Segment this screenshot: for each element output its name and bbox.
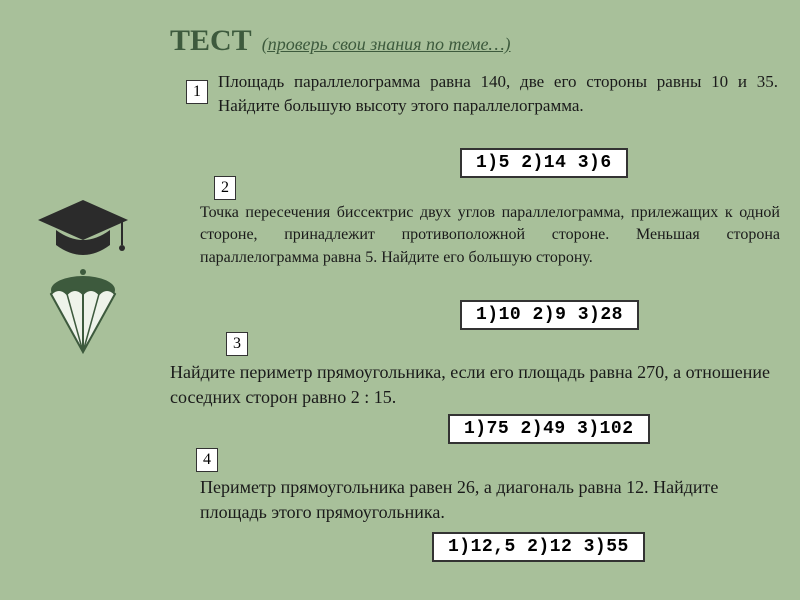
question-number-3: 3 bbox=[226, 332, 248, 356]
question-2-text: Точка пересечения биссектрис двух углов … bbox=[200, 202, 780, 269]
question-4-text: Периметр прямоугольника равен 26, а диаг… bbox=[200, 475, 780, 525]
question-number-1: 1 bbox=[186, 80, 208, 104]
answers-1[interactable]: 1)5 2)14 3)6 bbox=[460, 148, 628, 178]
question-number-4: 4 bbox=[196, 448, 218, 472]
title-main: ТЕСТ bbox=[170, 24, 252, 57]
question-3-text: Найдите периметр прямоугольника, если ег… bbox=[170, 360, 780, 410]
title-subtitle: (проверь свои знания по теме…) bbox=[262, 34, 511, 54]
question-number-2: 2 bbox=[214, 176, 236, 200]
umbrella-icon bbox=[51, 269, 115, 352]
answers-4[interactable]: 1)12,5 2)12 3)55 bbox=[432, 532, 645, 562]
answers-3[interactable]: 1)75 2)49 3)102 bbox=[448, 414, 650, 444]
test-header: ТЕСТ (проверь свои знания по теме…) bbox=[170, 24, 511, 58]
education-icon-group bbox=[28, 190, 138, 365]
graduation-cap-icon bbox=[28, 190, 138, 360]
answers-2[interactable]: 1)10 2)9 3)28 bbox=[460, 300, 639, 330]
question-1-text: Площадь параллелограмма равна 140, две е… bbox=[218, 70, 778, 118]
